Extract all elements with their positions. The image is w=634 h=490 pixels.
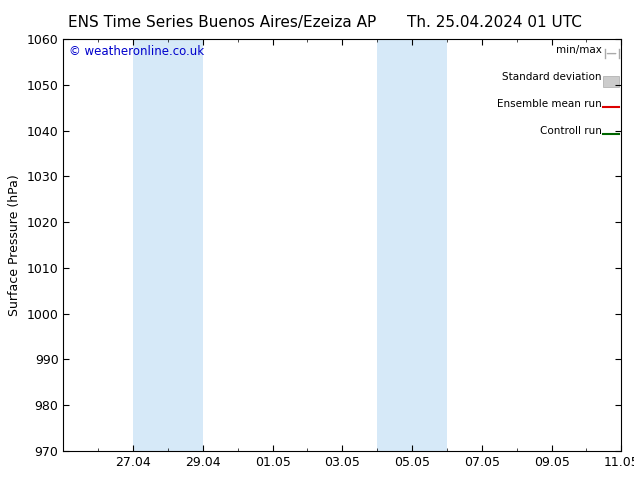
Y-axis label: Surface Pressure (hPa): Surface Pressure (hPa) — [8, 174, 21, 316]
FancyBboxPatch shape — [603, 76, 619, 87]
Text: ENS Time Series Buenos Aires/Ezeiza AP: ENS Time Series Buenos Aires/Ezeiza AP — [68, 15, 376, 30]
Text: Standard deviation: Standard deviation — [502, 72, 602, 82]
Text: Ensemble mean run: Ensemble mean run — [497, 99, 602, 109]
Bar — [377, 39, 447, 451]
Text: © weatheronline.co.uk: © weatheronline.co.uk — [69, 46, 204, 58]
Text: min/max: min/max — [556, 46, 602, 55]
Text: Controll run: Controll run — [540, 125, 602, 136]
Bar — [133, 39, 203, 451]
Text: Th. 25.04.2024 01 UTC: Th. 25.04.2024 01 UTC — [407, 15, 582, 30]
